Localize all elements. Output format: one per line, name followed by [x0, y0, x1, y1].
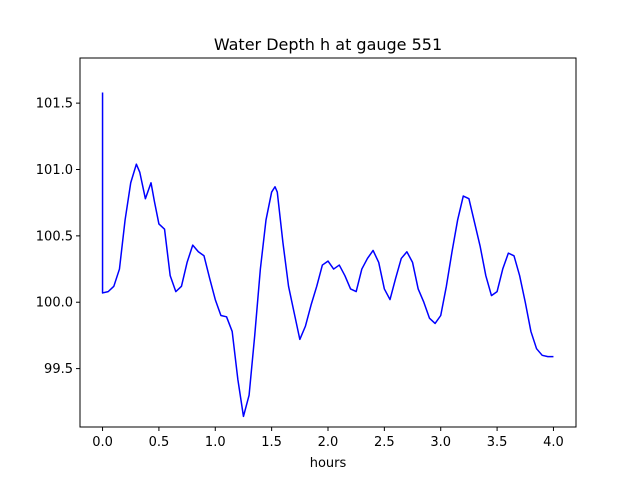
series-line-0 — [101, 92, 554, 418]
x-tick-label: 3.0 — [430, 435, 451, 450]
x-tick-label: 1.5 — [261, 435, 282, 450]
plot-area — [101, 92, 554, 418]
x-tick-label: 0.5 — [149, 435, 170, 450]
x-tick-label: 1.0 — [205, 435, 226, 450]
y-tick-label: 100.0 — [36, 296, 73, 311]
y-axis: 99.5 100.0 100.5 101.0 101.5 — [36, 97, 80, 377]
x-tick-label: 4.0 — [543, 435, 564, 450]
x-tick-label: 3.5 — [487, 435, 508, 450]
y-tick-label: 101.0 — [36, 163, 73, 178]
chart-title: Water Depth h at gauge 551 — [214, 35, 442, 54]
y-tick-label: 101.5 — [36, 97, 73, 112]
x-axis-label: hours — [310, 456, 347, 471]
x-tick-label: 2.0 — [318, 435, 339, 450]
y-tick-label: 99.5 — [44, 362, 73, 377]
x-tick-label: 0.0 — [92, 435, 113, 450]
x-axis: 0.0 0.5 1.0 1.5 2.0 2.5 3.0 3.5 4.0 — [92, 427, 564, 450]
x-tick-label: 2.5 — [374, 435, 395, 450]
y-tick-label: 100.5 — [36, 229, 73, 244]
